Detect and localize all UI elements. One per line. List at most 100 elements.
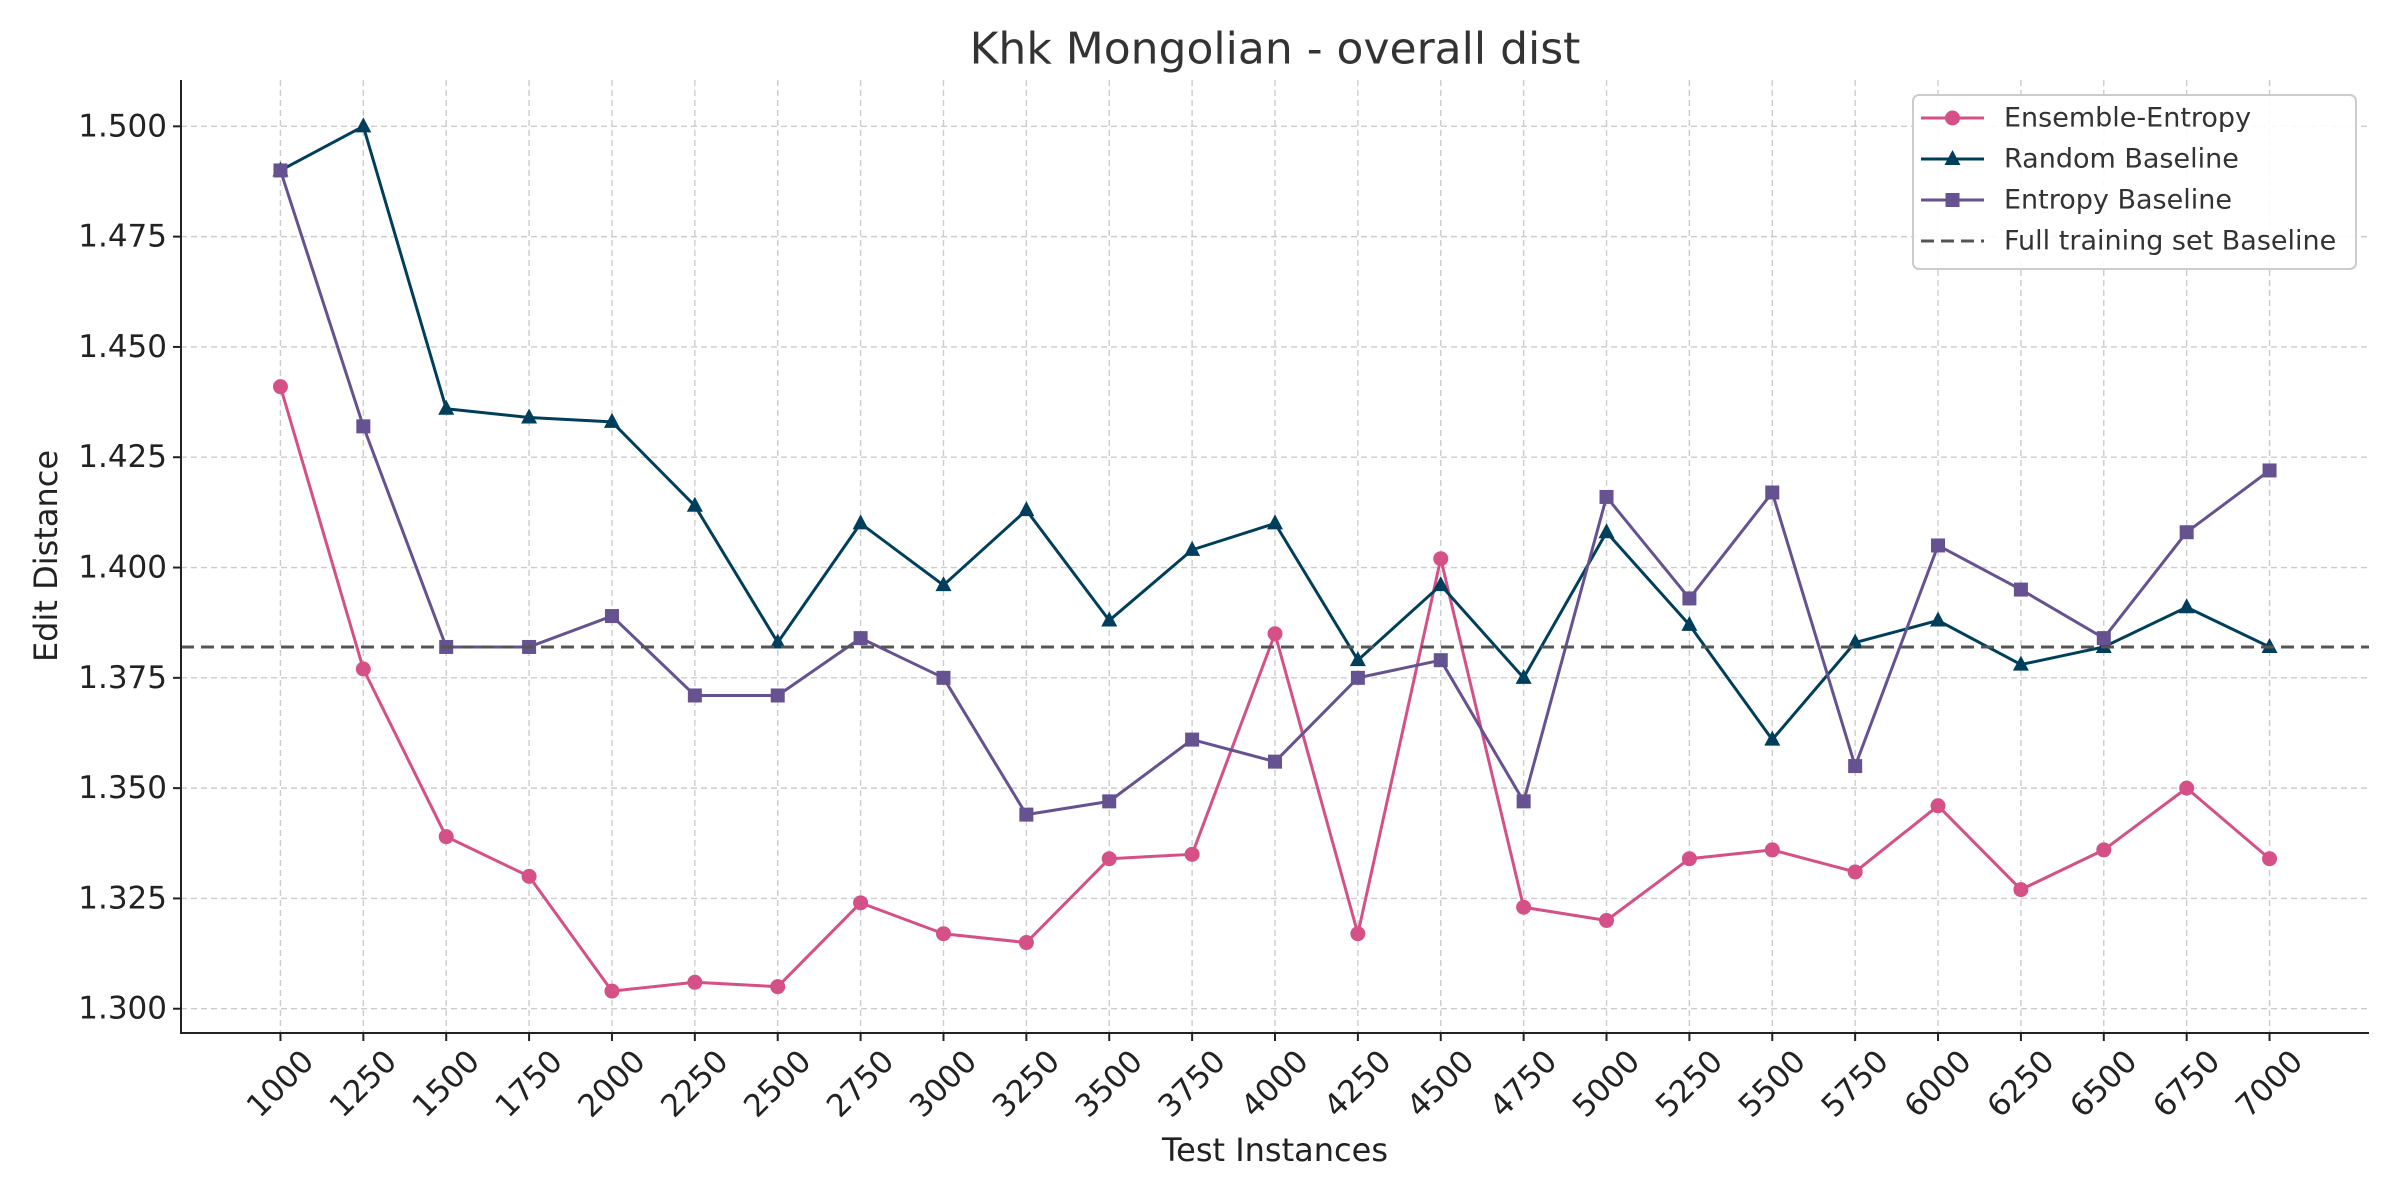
random-baseline-point: [1349, 651, 1366, 667]
ensemble-entropy-point: [1267, 626, 1283, 642]
random-baseline-point: [2178, 598, 2195, 614]
legend-label: Random Baseline: [2004, 144, 2239, 175]
ensemble-entropy-point: [1101, 851, 1117, 867]
axes: [173, 80, 2369, 1041]
ensemble-entropy-point: [1764, 842, 1780, 858]
random-baseline-point: [852, 514, 869, 530]
ensemble-entropy-point: [935, 926, 951, 942]
entropy-baseline-point: [273, 163, 288, 178]
entropy-baseline-point: [1931, 538, 1946, 553]
entropy-baseline-point: [1350, 670, 1365, 685]
ensemble-entropy-point: [272, 379, 288, 395]
ensemble-entropy-point: [1681, 851, 1697, 867]
ensemble-entropy-point: [438, 829, 454, 845]
entropy-baseline-point: [2179, 525, 2194, 540]
ensemble-entropy-point: [1018, 935, 1034, 951]
y-tick-label: 1.475: [78, 219, 167, 255]
ensemble-entropy-point: [1516, 899, 1532, 915]
ensemble-entropy-point: [1184, 846, 1200, 862]
entropy-baseline-point: [1765, 485, 1780, 500]
ensemble-entropy-point: [2262, 851, 2278, 867]
entropy-baseline-point: [1433, 653, 1448, 668]
random-baseline-point: [1018, 501, 1035, 517]
entropy-baseline-point: [687, 688, 702, 703]
entropy-baseline-point: [770, 688, 785, 703]
entropy-baseline-series: [273, 163, 2277, 822]
entropy-baseline-point: [1682, 591, 1697, 606]
ensemble-entropy-point: [521, 868, 537, 884]
entropy-baseline-point: [2096, 631, 2111, 646]
ensemble-entropy-point: [1930, 798, 1946, 814]
entropy-baseline-point: [1268, 754, 1282, 769]
random-baseline-point: [1101, 611, 1118, 627]
entropy-baseline-point: [1516, 794, 1531, 809]
random-baseline-point: [1764, 730, 1781, 746]
random-baseline-point: [769, 633, 786, 649]
ensemble-entropy-point: [853, 895, 869, 911]
legend-item-ensemble-entropy: Ensemble-Entropy: [1921, 103, 2251, 134]
entropy-baseline-point: [2262, 463, 2277, 478]
random-baseline-point: [438, 399, 455, 415]
y-tick-label: 1.375: [78, 660, 167, 696]
y-tick-label: 1.300: [78, 991, 167, 1027]
random-baseline-point: [1681, 615, 1698, 631]
entropy-baseline-point: [1019, 807, 1034, 822]
legend-item-full-training-set-baseline: Full training set Baseline: [1921, 226, 2336, 257]
random-baseline-point: [521, 408, 538, 424]
y-tick-label: 1.450: [78, 329, 167, 365]
entropy-baseline-point: [1185, 732, 1200, 747]
ensemble-entropy-point: [2013, 882, 2029, 898]
random-baseline-point: [1515, 668, 1532, 684]
ensemble-entropy-point: [687, 974, 703, 990]
legend-item-random-baseline: Random Baseline: [1921, 144, 2239, 175]
random-baseline-point: [1930, 611, 1947, 627]
entropy-baseline-point: [2013, 582, 2028, 597]
random-baseline-series: [272, 117, 2278, 746]
y-tick-label: 1.425: [78, 439, 167, 475]
ensemble-entropy-point: [1847, 864, 1863, 880]
random-baseline-point: [1184, 540, 1201, 556]
legend-label: Ensemble-Entropy: [2004, 103, 2251, 134]
legend: Ensemble-Entropy Random Baseline Entropy B…: [1912, 94, 2357, 270]
legend-marker: [1945, 193, 1960, 207]
ensemble-entropy-series: [272, 379, 2278, 999]
legend-box: [1912, 94, 2357, 270]
random-baseline-point: [2012, 655, 2029, 671]
random-baseline-point: [1267, 514, 1283, 530]
random-baseline-point: [1847, 633, 1864, 649]
legend-label: Entropy Baseline: [2004, 185, 2232, 216]
y-tick-label: 1.350: [78, 770, 167, 806]
entropy-baseline-point: [853, 631, 868, 646]
legend-marker: [1945, 110, 1960, 126]
y-axis-label: Edit Distance: [27, 450, 65, 662]
entropy-baseline-point: [936, 670, 951, 685]
entropy-baseline-point: [1848, 759, 1863, 774]
random-baseline-point: [355, 117, 372, 133]
ensemble-entropy-point: [770, 979, 786, 995]
legend-label: Full training set Baseline: [2004, 226, 2336, 257]
x-axis-label: Test Instances: [1161, 1131, 1388, 1169]
ensemble-entropy-point: [604, 983, 620, 999]
ensemble-entropy-point: [2096, 842, 2112, 858]
y-tick-label: 1.500: [78, 108, 167, 144]
y-tick-label: 1.400: [78, 550, 167, 586]
random-baseline-point: [1598, 523, 1615, 539]
entropy-baseline-point: [356, 419, 371, 434]
legend-marker: [1944, 150, 1961, 165]
random-baseline-point: [603, 412, 620, 428]
entropy-baseline-point: [604, 609, 619, 624]
series-layer: [272, 117, 2278, 999]
ensemble-entropy-point: [1433, 551, 1449, 567]
legend-item-entropy-baseline: Entropy Baseline: [1921, 185, 2232, 216]
entropy-baseline-point: [1102, 794, 1117, 809]
random-baseline-point: [1432, 576, 1449, 592]
random-baseline-point: [935, 576, 952, 592]
ensemble-entropy-point: [1599, 912, 1615, 928]
y-tick-label: 1.325: [78, 880, 167, 916]
ensemble-entropy-point: [355, 661, 371, 677]
entropy-baseline-point: [1599, 489, 1614, 504]
chart-title: Khk Mongolian - overall dist: [970, 24, 1581, 75]
ensemble-entropy-point: [2179, 780, 2195, 796]
random-baseline-point: [686, 496, 703, 512]
